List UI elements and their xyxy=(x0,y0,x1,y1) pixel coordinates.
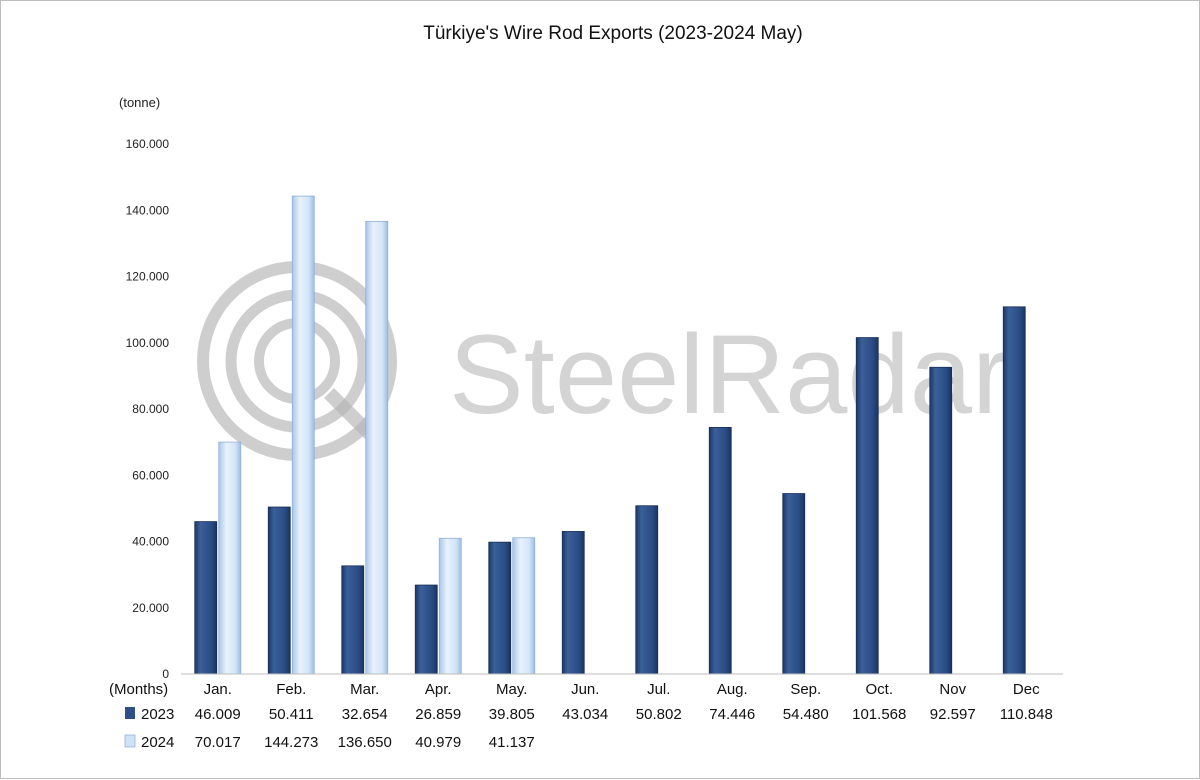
month-label: Aug. xyxy=(717,681,748,698)
bar-2023-jan xyxy=(194,521,218,675)
bar-2024-apr xyxy=(438,537,462,675)
bar-2023-sep xyxy=(782,493,806,675)
y-tick-label: 100.000 xyxy=(126,336,170,350)
data-label-2023: 39.805 xyxy=(489,706,535,723)
bar-2023-dec xyxy=(1002,306,1026,675)
bar-2024-mar xyxy=(365,220,389,675)
y-tick-label: 0 xyxy=(162,667,169,681)
month-label: Oct. xyxy=(865,681,893,698)
legend-label-2024: 2024 xyxy=(141,734,174,751)
legend-swatch-2024 xyxy=(124,734,136,748)
watermark-text: SteelRadar xyxy=(449,312,1009,437)
y-axis: 0 20.000 40.000 60.000 80.000 100.000 120.000 1… xyxy=(126,137,170,681)
y-tick-label: 140.000 xyxy=(126,203,170,217)
data-row-2024: 70.017 144.273 136.650 40.979 41.137 xyxy=(195,734,535,751)
month-label: Dec xyxy=(1013,681,1040,698)
month-labels: Jan. Feb. Mar. Apr. May. Jun. Jul. Aug. Sep. Oct.… xyxy=(204,681,1041,698)
month-label: Jul. xyxy=(647,681,670,698)
month-label: Feb. xyxy=(276,681,306,698)
bar-2024-may xyxy=(512,537,536,675)
months-label: (Months) xyxy=(109,681,168,698)
y-tick-label: 80.000 xyxy=(132,402,169,416)
data-label-2023: 50.802 xyxy=(636,706,682,723)
month-label: Jun. xyxy=(571,681,599,698)
data-label-2023: 74.446 xyxy=(709,706,755,723)
data-label-2024: 136.650 xyxy=(338,734,392,751)
data-label-2023: 110.848 xyxy=(1000,706,1053,723)
y-tick-label: 60.000 xyxy=(132,468,169,482)
y-tick-label: 20.000 xyxy=(132,601,169,615)
chart-title: Türkiye's Wire Rod Exports (2023-2024 Ma… xyxy=(423,23,803,44)
month-label: Mar. xyxy=(350,681,379,698)
watermark: SteelRadar xyxy=(197,261,1009,461)
data-label-2023: 101.568 xyxy=(852,706,906,723)
month-label: Nov xyxy=(939,681,966,698)
bar-2024-feb xyxy=(291,195,315,675)
y-tick-label: 160.000 xyxy=(126,137,170,151)
bar-2023-nov xyxy=(929,366,953,675)
data-label-2023: 50.411 xyxy=(269,706,314,723)
month-label: May. xyxy=(496,681,527,698)
bar-2023-oct xyxy=(855,337,879,675)
bar-2023-jul xyxy=(635,505,659,675)
bar-2023-may xyxy=(488,541,512,675)
bar-2023-feb xyxy=(267,506,291,675)
y-axis-unit: (tonne) xyxy=(119,95,160,110)
data-table: (Months) 2023 2024 Jan. Feb. Mar. Apr. May. J… xyxy=(109,681,1053,751)
bar-2023-mar xyxy=(341,565,365,675)
legend-label-2023: 2023 xyxy=(141,706,174,723)
data-label-2023: 43.034 xyxy=(562,706,608,723)
month-label: Sep. xyxy=(790,681,821,698)
data-label-2024: 41.137 xyxy=(489,734,535,751)
bar-2023-apr xyxy=(414,584,438,675)
data-label-2023: 26.859 xyxy=(415,706,461,723)
data-label-2024: 144.273 xyxy=(264,734,318,751)
data-label-2024: 40.979 xyxy=(415,734,461,751)
month-label: Jan. xyxy=(204,681,232,698)
bar-2023-jun xyxy=(561,531,585,675)
data-row-2023: 46.009 50.411 32.654 26.859 39.805 43.034 50.8… xyxy=(195,706,1053,723)
data-label-2024: 70.017 xyxy=(195,734,241,751)
data-label-2023: 32.654 xyxy=(342,706,388,723)
data-label-2023: 92.597 xyxy=(930,706,976,723)
data-label-2023: 54.480 xyxy=(783,706,829,723)
y-tick-label: 40.000 xyxy=(132,535,169,549)
data-label-2023: 46.009 xyxy=(195,706,241,723)
month-label: Apr. xyxy=(425,681,452,698)
legend-swatch-2023 xyxy=(125,707,135,719)
y-tick-label: 120.000 xyxy=(126,270,170,284)
bar-2023-aug xyxy=(708,426,732,675)
bar-2024-jan xyxy=(218,441,242,675)
